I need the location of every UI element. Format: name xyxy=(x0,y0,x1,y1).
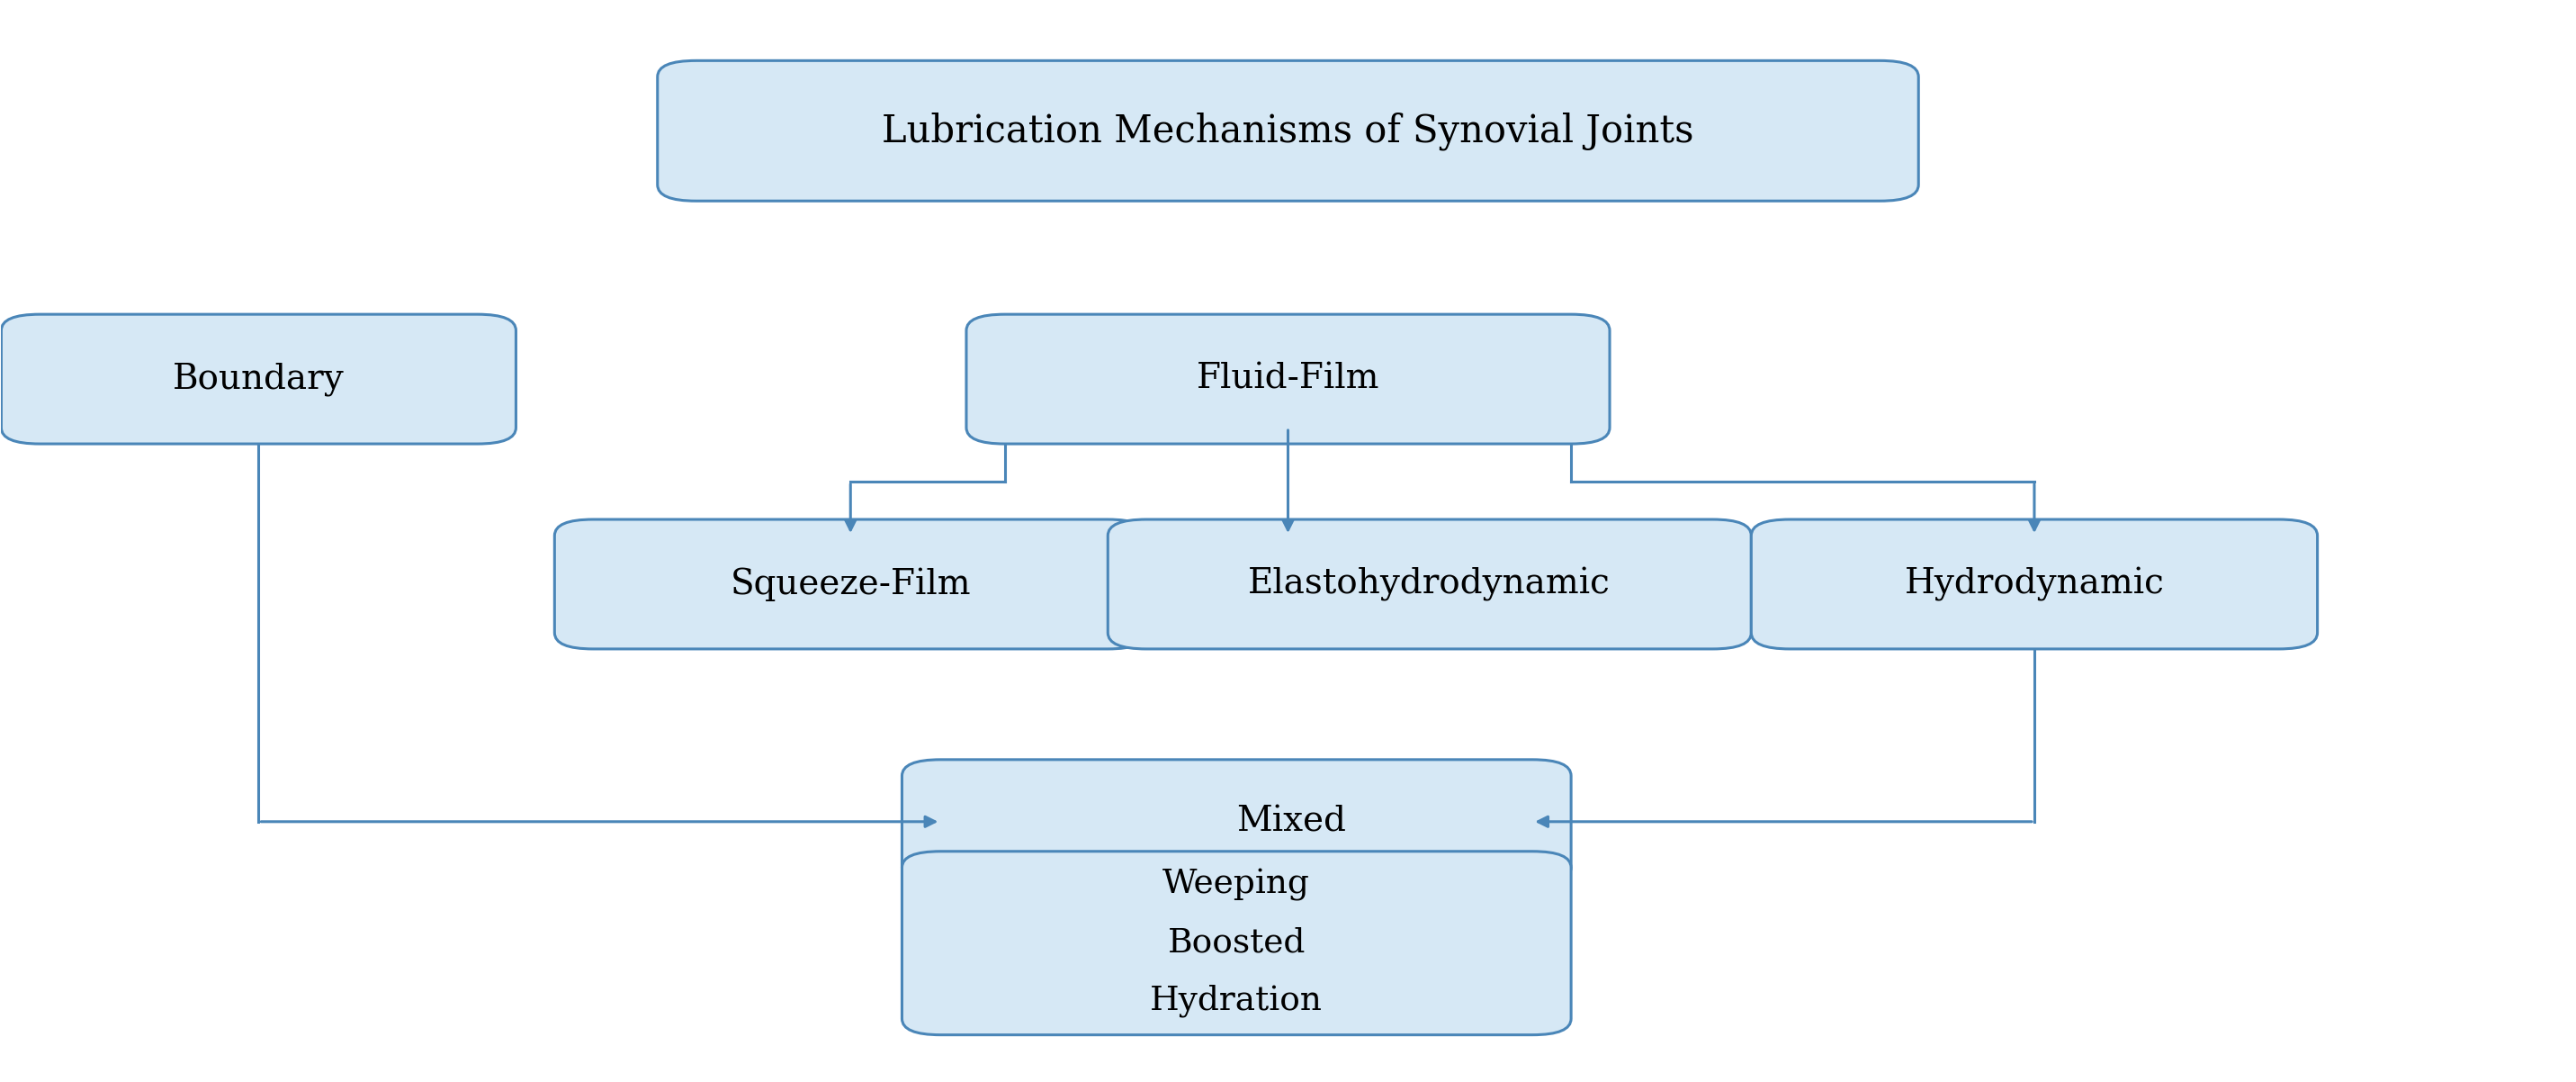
FancyBboxPatch shape xyxy=(1108,519,1752,649)
FancyBboxPatch shape xyxy=(0,314,515,444)
Text: Fluid-Film: Fluid-Film xyxy=(1195,362,1381,396)
Text: Lubrication Mechanisms of Synovial Joints: Lubrication Mechanisms of Synovial Joint… xyxy=(881,111,1695,150)
FancyBboxPatch shape xyxy=(554,519,1146,649)
FancyBboxPatch shape xyxy=(1752,519,2318,649)
Text: Mixed: Mixed xyxy=(1236,805,1347,839)
Text: Squeeze-Film: Squeeze-Film xyxy=(729,567,971,602)
Text: Elastohydrodynamic: Elastohydrodynamic xyxy=(1249,567,1610,602)
FancyBboxPatch shape xyxy=(902,852,1571,1034)
FancyBboxPatch shape xyxy=(902,760,1571,884)
FancyBboxPatch shape xyxy=(657,61,1919,201)
Text: Hydrodynamic: Hydrodynamic xyxy=(1904,567,2164,602)
Text: Weeping
Boosted
Hydration: Weeping Boosted Hydration xyxy=(1151,869,1324,1017)
FancyBboxPatch shape xyxy=(966,314,1610,444)
Text: Boundary: Boundary xyxy=(173,362,345,396)
